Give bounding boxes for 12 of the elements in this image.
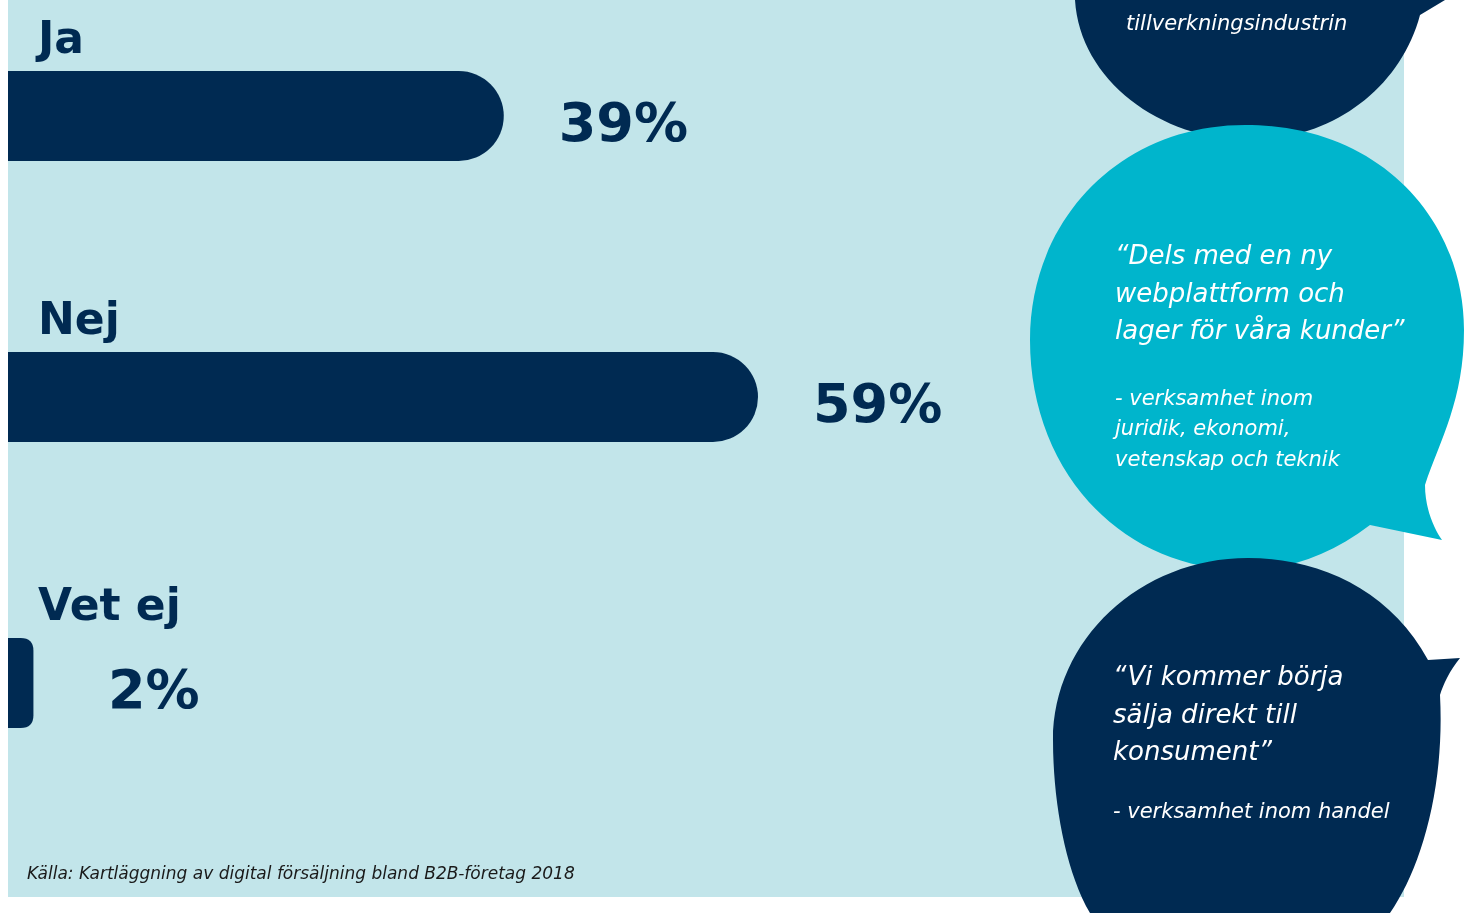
text: “Dels med en ny webplattform och lager för våra kunder”	[1115, 240, 1406, 346]
y-tick-label: Nej	[38, 293, 120, 344]
y-tick-label: Ja	[35, 12, 85, 63]
y-tick-label: Vet ej	[38, 579, 181, 630]
text: “Vi kommer börja sälja direkt till konsument”	[1113, 661, 1344, 767]
data-label: 59%	[813, 372, 943, 435]
data-label: 39%	[558, 91, 689, 154]
text: - verksamhet inom handel	[1113, 799, 1390, 823]
text: tillverkningsindustrin	[1126, 11, 1348, 35]
data-label: 2%	[108, 658, 200, 721]
annotation: Källa: Kartläggning av digital försäljning bland B2B-företag 2018	[27, 863, 575, 883]
text: - verksamhet inom juridik, ekonomi, vetenskap och teknik	[1112, 386, 1341, 471]
